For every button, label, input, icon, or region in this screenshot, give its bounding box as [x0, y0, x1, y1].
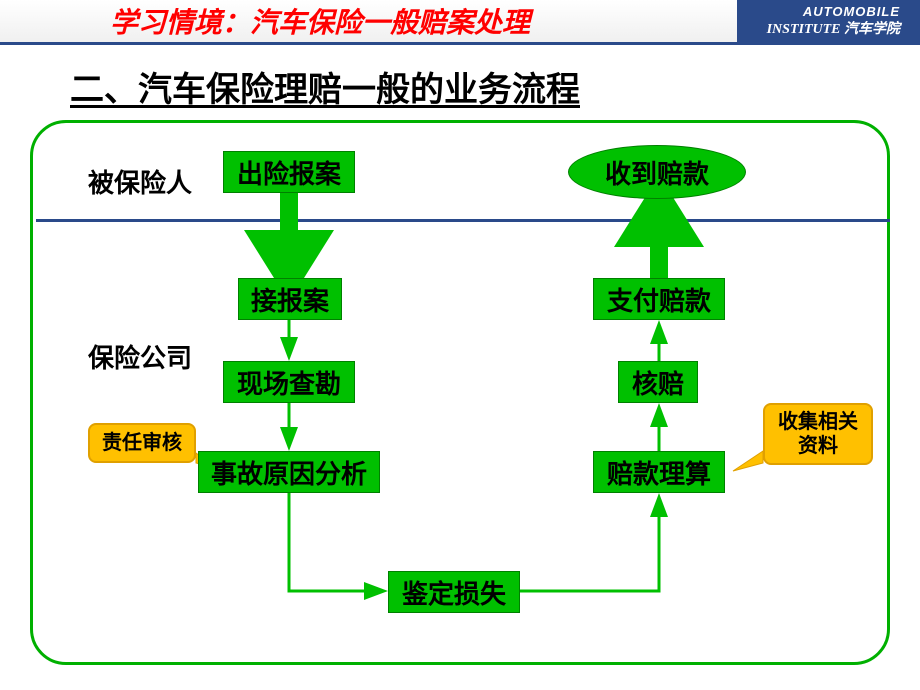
header-bar: 学习情境：汽车保险一般赔案处理 AUTOMOBILE INSTITUTE 汽车学…	[0, 0, 920, 42]
callout-liability: 责任审核	[88, 423, 196, 463]
role-insurer: 保险公司	[88, 338, 192, 375]
node-calc: 赔款理算	[593, 451, 725, 493]
node-report: 出险报案	[223, 151, 355, 193]
node-pay: 支付赔款	[593, 278, 725, 320]
node-receive: 接报案	[238, 278, 342, 320]
node-survey: 现场查勘	[223, 361, 355, 403]
node-verify: 核赔	[618, 361, 698, 403]
role-insured: 被保险人	[88, 163, 192, 200]
role-divider	[36, 219, 890, 222]
header-logo: AUTOMOBILE INSTITUTE 汽车学院	[737, 0, 920, 42]
page-subtitle: 二、汽车保险理赔一般的业务流程	[70, 62, 580, 111]
header-title: 学习情境：汽车保险一般赔案处理	[110, 1, 530, 41]
flowchart-container: 被保险人 保险公司 出险报案 接报案 现	[30, 120, 890, 665]
logo-cn: INSTITUTE 汽车学院	[767, 21, 900, 39]
logo-en: AUTOMOBILE	[767, 4, 900, 21]
node-analyze: 事故原因分析	[198, 451, 380, 493]
callout-collect: 收集相关 资料	[763, 403, 873, 465]
header-underline	[0, 42, 920, 45]
node-assess: 鉴定损失	[388, 571, 520, 613]
node-received: 收到赔款	[568, 145, 746, 199]
